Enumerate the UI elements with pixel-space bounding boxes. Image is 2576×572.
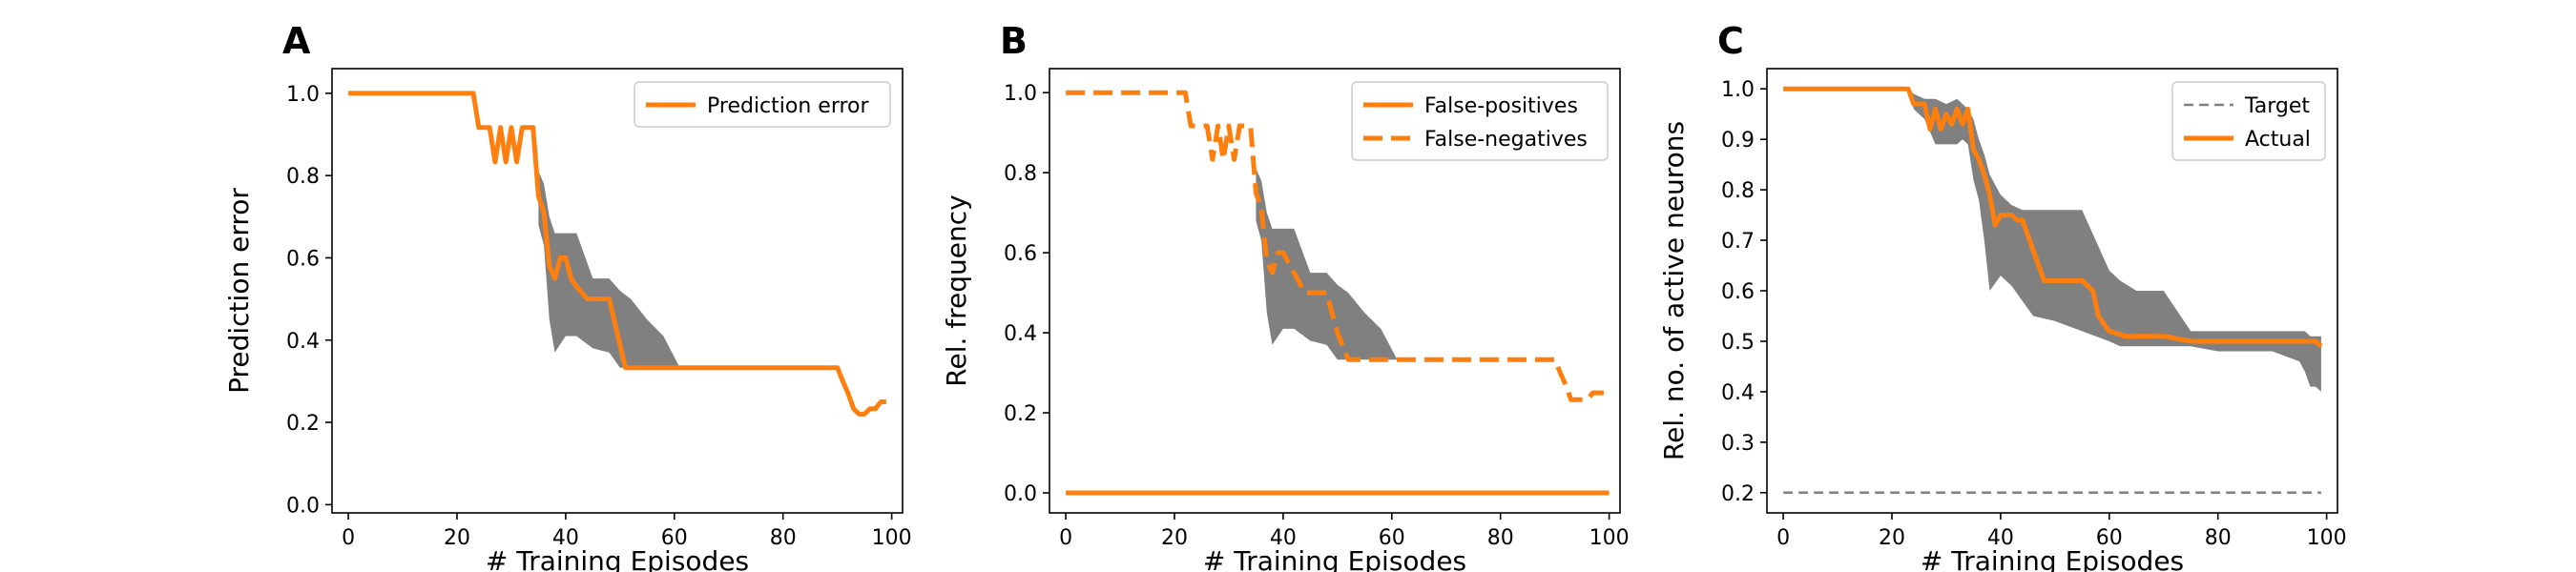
- legend-box: [1351, 81, 1609, 161]
- legend-label: Actual: [2245, 128, 2311, 152]
- y-tick-label: 0.7: [1721, 230, 1755, 254]
- x-tick-label: 100: [872, 526, 912, 550]
- y-tick-label: 0.8: [1721, 179, 1755, 203]
- y-tick-label: 1.0: [1721, 78, 1755, 102]
- x-tick-label: 0: [1776, 526, 1790, 550]
- x-tick-label: 80: [1487, 526, 1514, 550]
- legend-box: [634, 81, 891, 128]
- y-tick-label: 0.8: [286, 165, 320, 189]
- y-axis-label: Rel. frequency: [941, 194, 972, 386]
- legend-label: False-negatives: [1424, 128, 1588, 152]
- confidence-band: [1256, 169, 1604, 360]
- panel-letter: B: [1000, 20, 1028, 62]
- y-tick-label: 0.6: [286, 247, 320, 271]
- legend: False-positives False-negatives: [1351, 81, 1609, 161]
- x-axis-label: # Training Episodes: [1921, 545, 2184, 572]
- x-tick-label: 40: [1270, 526, 1297, 550]
- x-tick-label: 20: [1161, 526, 1188, 550]
- x-tick-label: 0: [342, 526, 355, 550]
- legend-label: False-positives: [1424, 94, 1578, 118]
- y-tick-label: 0.2: [1721, 482, 1755, 506]
- panels: A 0 20 40 60 80 100 0.0 0.2 0.4 0.6 0.8 1.0 # Trainin…: [223, 20, 2347, 572]
- panel-a: A 0 20 40 60 80 100 0.0 0.2 0.4 0.6 0.8 1.0 # Trainin…: [223, 20, 912, 572]
- x-tick-label: 100: [2307, 526, 2347, 550]
- x-tick-label: 0: [1059, 526, 1072, 550]
- y-tick-label: 0.0: [286, 494, 320, 518]
- x-tick-label: 20: [444, 526, 470, 550]
- x-axis-label: # Training Episodes: [486, 545, 749, 572]
- y-tick-label: 0.8: [1004, 162, 1037, 186]
- confidence-band: [538, 171, 886, 368]
- legend: Target Actual: [2171, 81, 2326, 161]
- panel-letter: C: [1717, 20, 1744, 62]
- y-axis-label: Prediction error: [223, 188, 255, 394]
- x-tick-label: 40: [1987, 526, 2014, 550]
- series-line-prediction-error: [348, 91, 886, 417]
- panel-b: B 0 20 40 60 80 100 0.0 0.2 0.4 0.6 0.8 1.0 # Trainin…: [941, 20, 1630, 572]
- y-tick-label: 1.0: [286, 83, 320, 107]
- y-tick-label: 0.0: [1004, 482, 1037, 506]
- y-tick-label: 1.0: [1004, 82, 1037, 106]
- x-tick-label: 60: [1379, 526, 1405, 550]
- x-tick-label: 80: [770, 526, 797, 550]
- x-tick-label: 20: [1879, 526, 1905, 550]
- legend-label: Target: [2244, 94, 2310, 118]
- panel-letter: A: [282, 20, 311, 62]
- y-tick-label: 0.9: [1721, 129, 1755, 153]
- y-axis-label: Rel. no. of active neurons: [1658, 121, 1690, 460]
- x-tick-label: 40: [552, 526, 579, 550]
- y-tick-label: 0.5: [1721, 331, 1755, 355]
- y-tick-label: 0.2: [286, 412, 320, 436]
- y-tick-label: 0.6: [1004, 242, 1037, 266]
- x-axis-label: # Training Episodes: [1203, 545, 1466, 572]
- y-tick-label: 0.4: [1721, 381, 1755, 405]
- x-tick-label: 100: [1589, 526, 1630, 550]
- series-line-false-negatives: [1066, 90, 1604, 402]
- x-tick-label: 60: [2096, 526, 2123, 550]
- x-tick-label: 60: [661, 526, 688, 550]
- y-tick-label: 0.3: [1721, 432, 1755, 456]
- y-tick-label: 0.4: [1004, 322, 1037, 346]
- y-tick-label: 0.2: [1004, 402, 1037, 426]
- series-line-actual: [1783, 86, 2323, 349]
- axes-frame: [1049, 68, 1621, 514]
- axes-frame: [331, 68, 904, 514]
- x-tick-label: 80: [2205, 526, 2232, 550]
- legend-label: Prediction error: [707, 94, 869, 118]
- legend: Prediction error: [634, 81, 891, 128]
- panel-c: C 0 20 40 60 80 100 0.2 0.3 0.4 0.5 0.6 0.7 0.8 0.9 1.0…: [1658, 20, 2347, 572]
- y-tick-label: 0.6: [1721, 280, 1755, 304]
- y-tick-label: 0.4: [286, 330, 320, 354]
